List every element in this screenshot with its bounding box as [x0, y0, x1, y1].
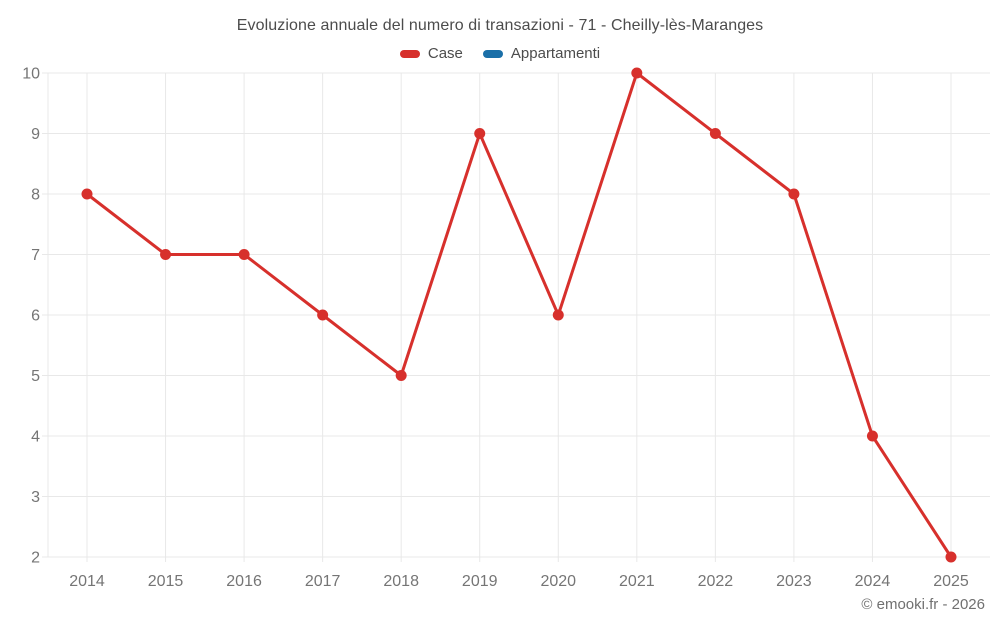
- series-line-case: [85, 71, 953, 559]
- x-tick-label: 2021: [619, 573, 655, 590]
- y-tick-label: 4: [31, 429, 40, 446]
- legend-item-case[interactable]: Case: [399, 45, 463, 62]
- series-case: [81, 67, 957, 563]
- x-axis-labels: 2014 2015 2016 2017 2018 2019 2020 2021 2022 2023…: [69, 573, 969, 590]
- x-tick-label: 2016: [226, 573, 262, 590]
- legend-item-appartamenti[interactable]: Appartamenti: [482, 45, 601, 62]
- data-point-case-2023[interactable]: [788, 188, 800, 200]
- x-tick-label: 2015: [148, 573, 184, 590]
- data-point-case-2021[interactable]: [631, 67, 643, 79]
- legend-swatch-case-icon: [399, 49, 420, 58]
- x-tick-label: 2019: [462, 573, 498, 590]
- y-tick-label: 6: [31, 308, 40, 325]
- data-point-case-2024[interactable]: [866, 430, 878, 442]
- y-tick-label: 8: [31, 187, 40, 204]
- data-point-case-2020[interactable]: [552, 309, 564, 321]
- y-axis-labels: 2 3 4 5 6 7 8 9 10: [22, 66, 40, 567]
- y-tick-label: 5: [31, 368, 40, 385]
- legend-swatch-appartamenti-icon: [482, 49, 503, 58]
- x-tick-label: 2017: [305, 573, 341, 590]
- x-tick-label: 2022: [698, 573, 734, 590]
- data-point-case-2018[interactable]: [395, 370, 407, 381]
- y-tick-label: 10: [22, 66, 40, 83]
- x-tick-label: 2018: [383, 573, 419, 590]
- y-tick-label: 7: [31, 247, 40, 264]
- data-point-case-2025[interactable]: [945, 551, 957, 563]
- copyright-text: © emooki.fr - 2026: [861, 596, 985, 613]
- chart-legend: Case Appartamenti: [0, 45, 1000, 62]
- grid-vertical: [86, 73, 952, 562]
- legend-label-appartamenti: Appartamenti: [510, 45, 601, 62]
- y-tick-label: 9: [31, 126, 40, 143]
- data-point-case-2017[interactable]: [317, 309, 329, 321]
- data-point-case-2019[interactable]: [474, 128, 486, 139]
- y-tick-label: 3: [31, 489, 40, 506]
- y-tick-label: 2: [31, 550, 40, 567]
- x-tick-label: 2020: [540, 573, 576, 590]
- data-point-case-2014[interactable]: [81, 188, 93, 200]
- x-tick-label: 2014: [69, 573, 105, 590]
- data-point-case-2022[interactable]: [709, 128, 721, 139]
- data-point-case-2016[interactable]: [238, 249, 250, 260]
- x-tick-label: 2025: [933, 573, 969, 590]
- chart-title: Evoluzione annuale del numero di transaz…: [236, 17, 764, 34]
- x-tick-label: 2024: [855, 573, 891, 590]
- x-tick-label: 2023: [776, 573, 812, 590]
- grid-horizontal: [42, 72, 990, 558]
- legend-label-case: Case: [427, 45, 463, 62]
- data-point-case-2015[interactable]: [160, 249, 172, 260]
